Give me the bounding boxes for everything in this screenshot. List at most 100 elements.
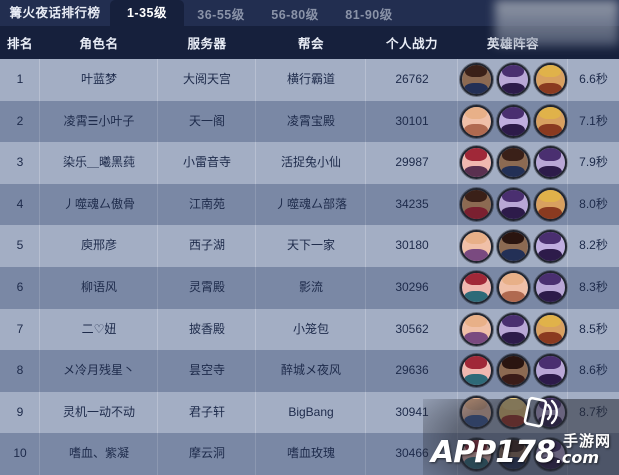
cell-name: 叶蓝梦 xyxy=(40,59,158,101)
hero-avatar-icon[interactable] xyxy=(533,312,567,346)
table-row[interactable]: 4 丿噬魂厶傲骨 江南苑 丿噬魂厶部落 34235 8.0秒 xyxy=(0,183,619,226)
cell-guild: BigBang xyxy=(256,391,366,434)
tab-level-1-35[interactable]: 1-35级 xyxy=(110,0,184,26)
hero-avatar-icon[interactable] xyxy=(459,104,493,138)
hero-avatar-icon[interactable] xyxy=(496,396,530,430)
column-header-guild: 帮会 xyxy=(297,37,324,51)
hero-avatar-icon[interactable] xyxy=(533,354,567,388)
cell-server: 披香殿 xyxy=(158,308,256,351)
cell-server: 灵霄殿 xyxy=(158,266,256,309)
table-body: 1 叶蓝梦 大阅天宫 横行霸道 26762 6.6秒 2 凌霄☰小叶子 天一阁 凌霄宝殿 30101… xyxy=(0,59,619,475)
cell-clear-time: 8.5秒 xyxy=(579,321,608,336)
cell-clear-time: 7.9秒 xyxy=(579,155,608,170)
cell-guild: 醉城メ夜风 xyxy=(256,350,366,392)
hero-avatar-icon[interactable] xyxy=(496,63,530,97)
hero-avatar-icon[interactable] xyxy=(496,188,530,222)
cell-guild: 影流 xyxy=(256,266,366,309)
hero-avatar-icon[interactable] xyxy=(459,229,493,263)
hero-lineup xyxy=(458,142,568,184)
cell-hero-lineup xyxy=(458,391,568,434)
table-row[interactable]: 3 染乐＿曦黑莼 小雷音寺 活捉兔小仙 29987 7.9秒 xyxy=(0,142,619,184)
cell-hero-lineup xyxy=(458,433,568,475)
cell-power: 34235 xyxy=(366,183,458,226)
cell-name: 丿噬魂厶傲骨 xyxy=(40,183,158,226)
cell-server: 摩云洞 xyxy=(158,433,256,475)
hero-avatar-icon[interactable] xyxy=(496,229,530,263)
hero-avatar-icon[interactable] xyxy=(459,146,493,180)
hero-avatar-icon[interactable] xyxy=(533,396,567,430)
cell-server: 昙空寺 xyxy=(158,350,256,392)
hero-avatar-icon[interactable] xyxy=(533,63,567,97)
cell-name: メ冷月残星丶 xyxy=(40,350,158,392)
cell-rank: 3 xyxy=(0,142,40,184)
hero-avatar-icon[interactable] xyxy=(496,271,530,305)
cell-name: 嗜血、紫凝 xyxy=(40,433,158,475)
cell-clear-time: 7.1秒 xyxy=(579,113,608,128)
cell-server: 小雷音寺 xyxy=(158,142,256,184)
cell-clear-time: 8.3秒 xyxy=(579,279,608,294)
hero-lineup xyxy=(458,59,568,101)
cell-name: 灵机一动不动 xyxy=(40,391,158,434)
table-row[interactable]: 1 叶蓝梦 大阅天宫 横行霸道 26762 6.6秒 xyxy=(0,59,619,101)
cell-server: 天一阁 xyxy=(158,100,256,143)
table-row[interactable]: 7 二♡妞 披香殿 小笼包 30562 8.5秒 xyxy=(0,308,619,351)
table-row[interactable]: 6 柳语风 灵霄殿 影流 30296 8.3秒 xyxy=(0,266,619,309)
hero-avatar-icon[interactable] xyxy=(459,63,493,97)
hero-lineup xyxy=(458,184,568,226)
hero-lineup xyxy=(458,350,568,392)
hero-avatar-icon[interactable] xyxy=(496,104,530,138)
cell-guild: 嗜血玫瑰 xyxy=(256,433,366,475)
hero-avatar-icon[interactable] xyxy=(533,146,567,180)
tab-bar: 篝火夜话排行榜 1-35级 36-55级 56-80级 81-90级 xyxy=(0,0,619,26)
cell-rank: 2 xyxy=(0,100,40,143)
tab-level-81-90[interactable]: 81-90级 xyxy=(345,8,393,22)
hero-avatar-icon[interactable] xyxy=(496,312,530,346)
cell-guild: 活捉兔小仙 xyxy=(256,142,366,184)
table-row[interactable]: 2 凌霄☰小叶子 天一阁 凌霄宝殿 30101 7.1秒 xyxy=(0,100,619,143)
hero-avatar-icon[interactable] xyxy=(459,188,493,222)
hero-avatar-icon[interactable] xyxy=(459,354,493,388)
hero-avatar-icon[interactable] xyxy=(533,104,567,138)
column-header-heroes: 英雄阵容 xyxy=(486,37,539,51)
hero-avatar-icon[interactable] xyxy=(459,396,493,430)
hero-lineup xyxy=(458,309,568,351)
cell-hero-lineup xyxy=(458,100,568,143)
table-row[interactable]: 10 嗜血、紫凝 摩云洞 嗜血玫瑰 30466 xyxy=(0,433,619,475)
table-row[interactable]: 8 メ冷月残星丶 昙空寺 醉城メ夜风 29636 8.6秒 xyxy=(0,350,619,392)
hero-avatar-icon[interactable] xyxy=(533,271,567,305)
cell-power: 30101 xyxy=(366,100,458,143)
hero-lineup xyxy=(458,433,568,475)
hero-avatar-icon[interactable] xyxy=(496,437,530,471)
cell-clear-time xyxy=(568,433,619,475)
cell-power: 30562 xyxy=(366,308,458,351)
table-header: 排名 角色名 服务器 帮会 个人战力 英雄阵容 xyxy=(0,26,619,59)
hero-avatar-icon[interactable] xyxy=(459,271,493,305)
cell-server: 江南苑 xyxy=(158,183,256,226)
hero-avatar-icon[interactable] xyxy=(533,437,567,471)
hero-avatar-icon[interactable] xyxy=(459,312,493,346)
tab-level-36-55[interactable]: 36-55级 xyxy=(197,8,245,22)
table-row[interactable]: 5 庾邢彦 西子湖 天下一家 30180 8.2秒 xyxy=(0,225,619,267)
cell-power: 30466 xyxy=(366,433,458,475)
hero-avatar-icon[interactable] xyxy=(533,188,567,222)
cell-rank: 9 xyxy=(0,391,40,434)
hero-avatar-icon[interactable] xyxy=(459,437,493,471)
cell-server: 大阅天宫 xyxy=(158,59,256,101)
cell-guild: 丿噬魂厶部落 xyxy=(256,183,366,226)
page-title: 篝火夜话排行榜 xyxy=(9,6,101,20)
hero-avatar-icon[interactable] xyxy=(496,146,530,180)
cell-rank: 5 xyxy=(0,225,40,267)
cell-power: 30180 xyxy=(366,225,458,267)
cell-hero-lineup xyxy=(458,59,568,101)
cell-rank: 1 xyxy=(0,59,40,101)
cell-name: 染乐＿曦黑莼 xyxy=(40,142,158,184)
hero-avatar-icon[interactable] xyxy=(496,354,530,388)
hero-lineup xyxy=(458,225,568,267)
table-row[interactable]: 9 灵机一动不动 君子轩 BigBang 30941 8.7秒 xyxy=(0,391,619,434)
tab-level-56-80[interactable]: 56-80级 xyxy=(271,8,319,22)
cell-name: 庾邢彦 xyxy=(40,225,158,267)
cell-guild: 天下一家 xyxy=(256,225,366,267)
cell-hero-lineup xyxy=(458,183,568,226)
cell-rank: 7 xyxy=(0,308,40,351)
hero-avatar-icon[interactable] xyxy=(533,229,567,263)
